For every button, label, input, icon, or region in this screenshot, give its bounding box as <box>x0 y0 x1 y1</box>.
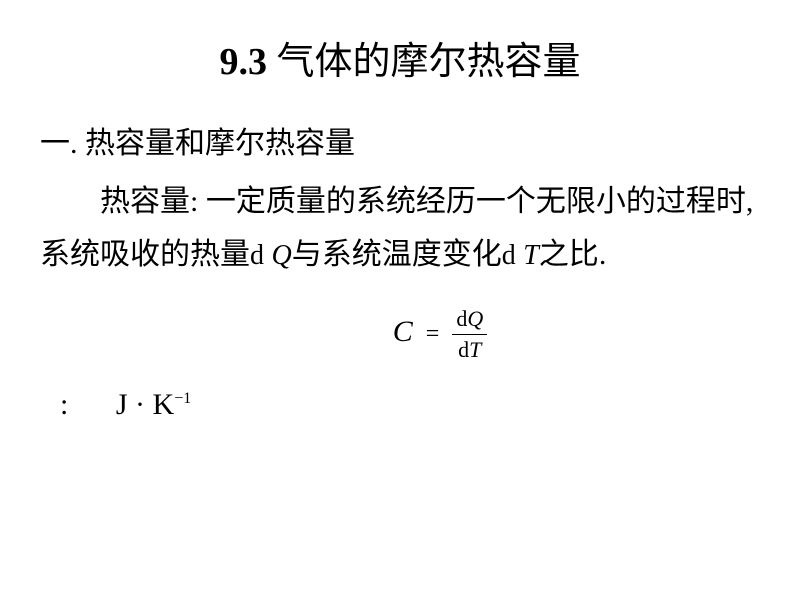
unit-j: J <box>116 388 128 421</box>
period: . <box>599 238 607 271</box>
numerator: dQ <box>452 306 487 335</box>
text-part-1: 一定质量的系统经历一个无限小的过程时 <box>206 185 746 218</box>
comma: , <box>746 185 754 218</box>
title-text: 气体的摩尔热容量 <box>276 41 580 83</box>
definition-text: 热容量: 一定质量的系统经历一个无限小的过程时, 系统吸收的热量d Q与系统温度… <box>40 176 760 281</box>
den-var: T <box>469 337 481 362</box>
text-part-4: 之比 <box>539 238 599 271</box>
differential-d-2: d <box>502 240 516 271</box>
differential-d-1: d <box>250 240 264 271</box>
num-d: d <box>456 306 467 331</box>
fraction: dQ dT <box>452 306 487 363</box>
heat-capacity-formula: C = dQ dT <box>120 306 760 363</box>
denominator: dT <box>452 335 487 363</box>
section-title: 热容量和摩尔热容量 <box>85 127 355 160</box>
var-q: Q <box>272 240 292 271</box>
term: 热容量 <box>100 185 190 218</box>
title-number: 9.3 <box>219 41 267 83</box>
unit-exponent: −1 <box>174 390 191 407</box>
unit-k: K <box>153 388 175 421</box>
var-t: T <box>523 240 539 271</box>
text-part-2: 系统吸收的热量 <box>40 238 250 271</box>
section-punct: . <box>70 127 78 160</box>
colon: : <box>190 185 198 218</box>
unit-line: : J · K−1 <box>40 388 760 422</box>
unit-expression: J · K−1 <box>116 388 191 421</box>
num-var: Q <box>467 306 483 331</box>
equals-sign: = <box>426 321 440 347</box>
unit-dot: · <box>135 388 145 421</box>
den-d: d <box>458 337 469 362</box>
text-part-3: 与系统温度变化 <box>292 238 502 271</box>
unit-label: : <box>60 388 68 421</box>
section-number: 一 <box>40 127 70 160</box>
slide-title: 9.3 气体的摩尔热容量 <box>40 30 760 85</box>
formula-lhs: C <box>393 315 413 348</box>
section-heading: 一. 热容量和摩尔热容量 <box>40 120 760 168</box>
